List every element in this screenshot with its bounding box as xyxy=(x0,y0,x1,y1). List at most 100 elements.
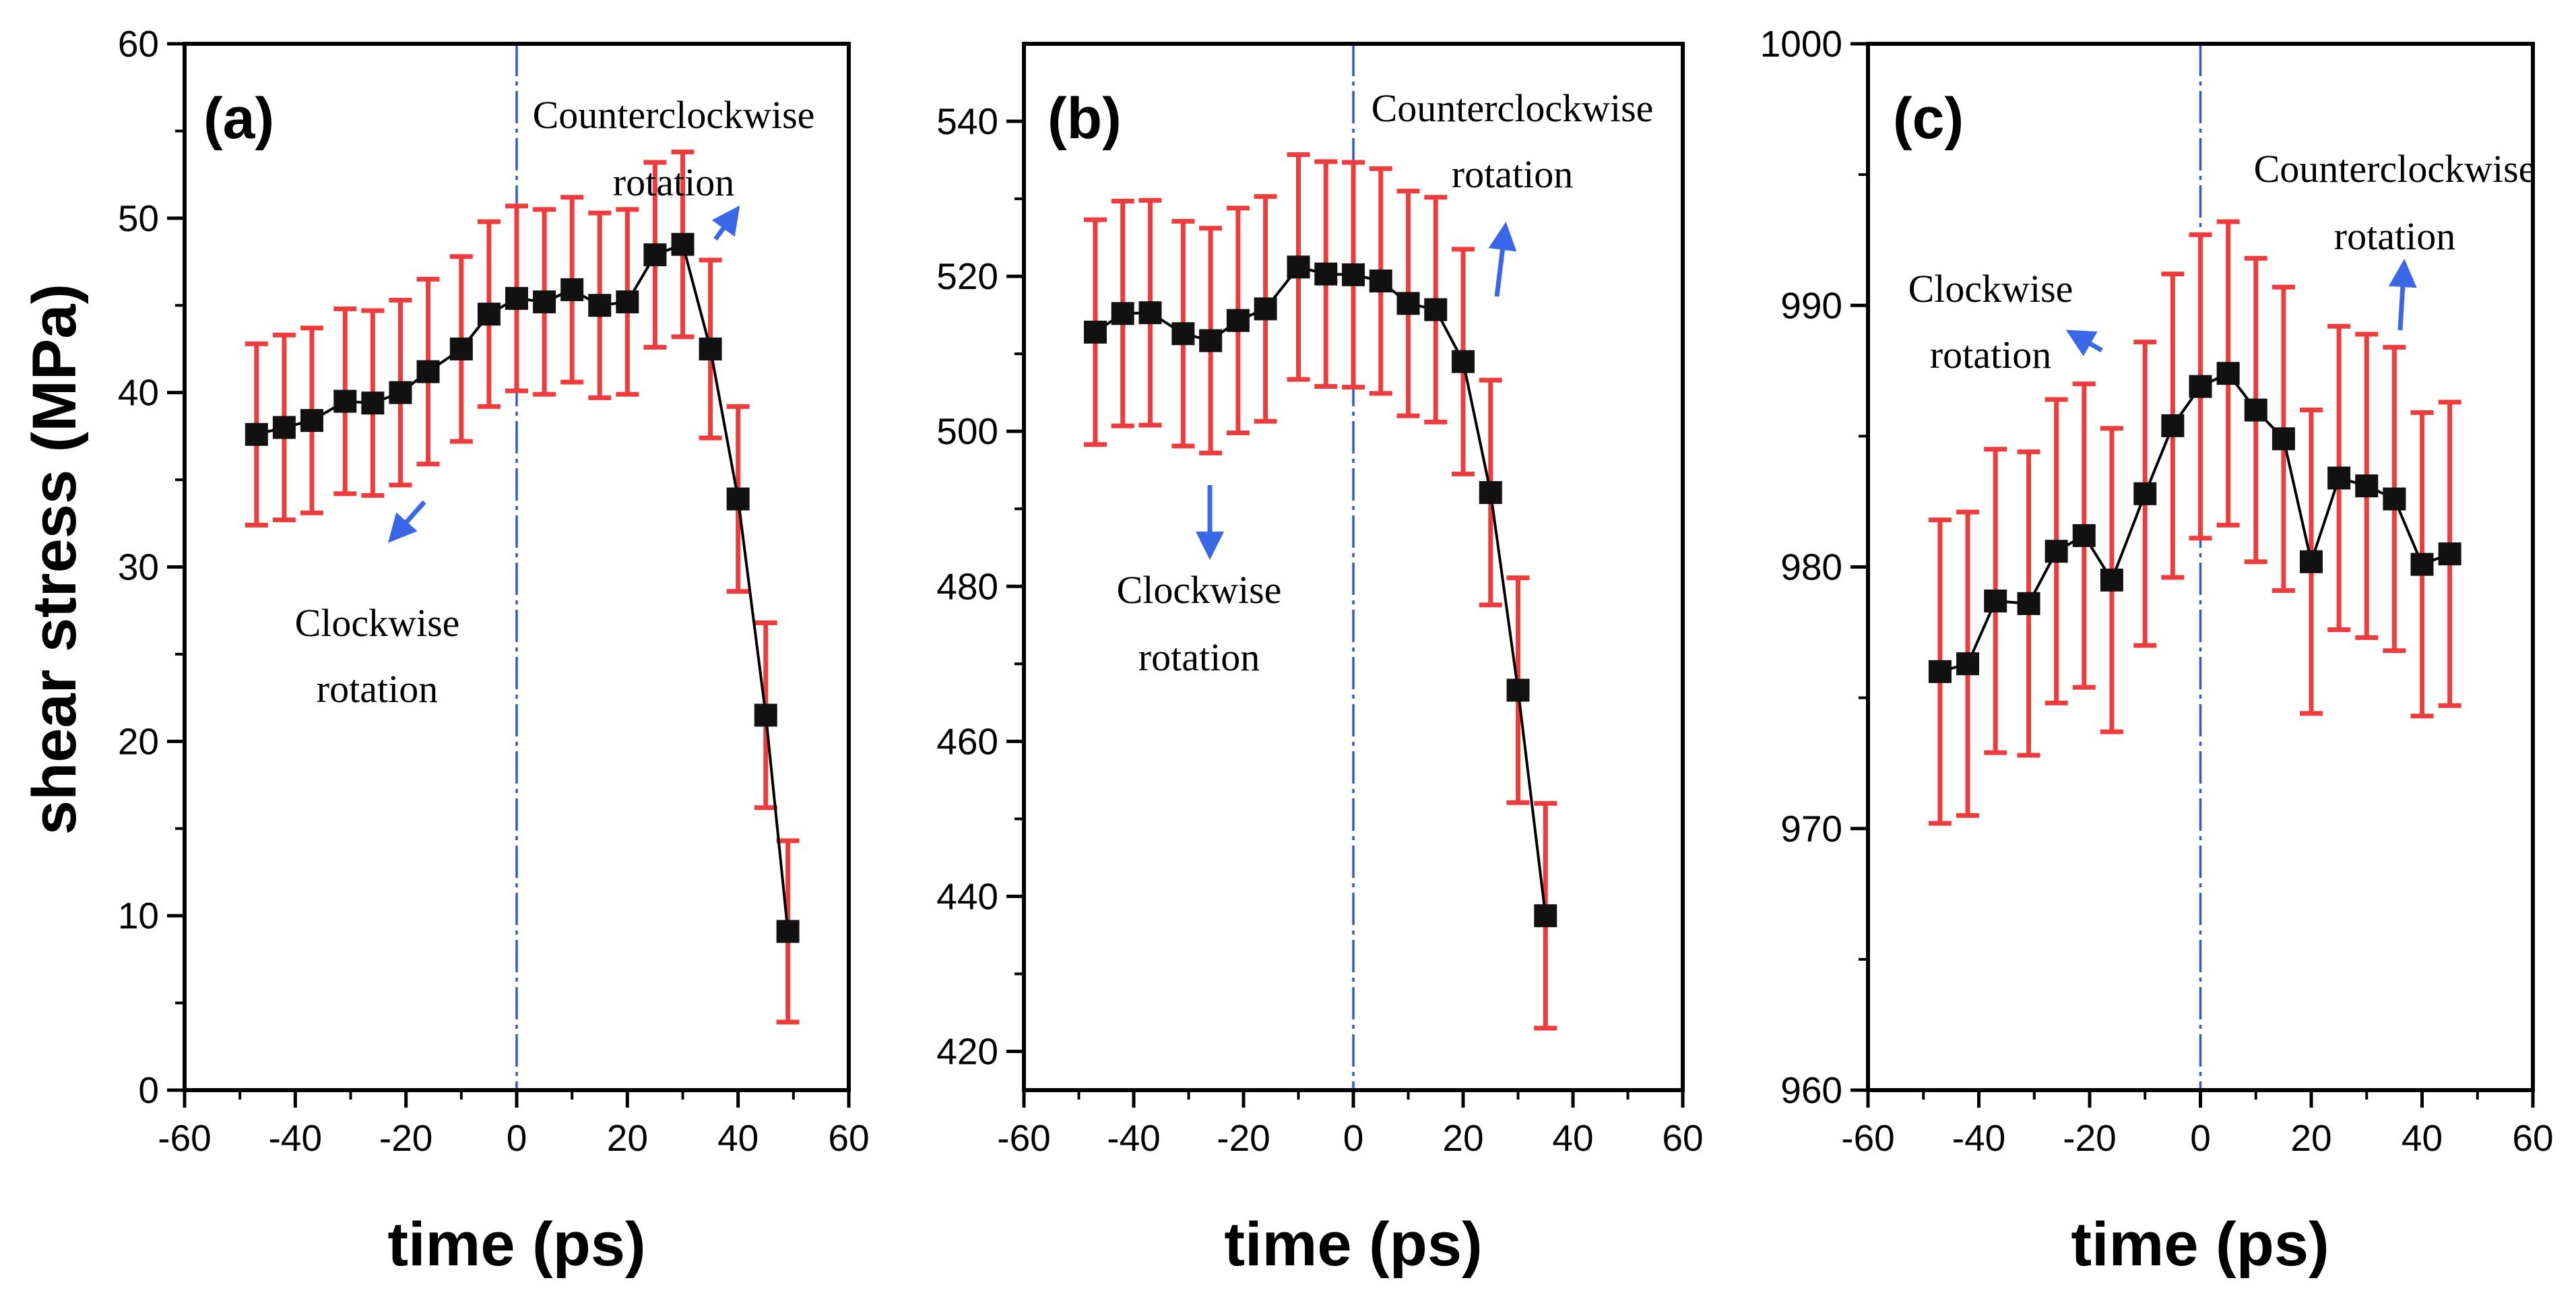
annotation-counterclockwise-line1-c: Counterclockwise xyxy=(2254,147,2536,191)
y-tick-label: 500 xyxy=(936,410,998,452)
data-point xyxy=(2272,427,2295,451)
clockwise-arrow-icon xyxy=(2065,329,2103,356)
annotation-counterclockwise-line2-a: rotation xyxy=(613,160,734,204)
y-tick-label: 520 xyxy=(936,255,998,297)
data-point xyxy=(1171,322,1195,346)
annotation-counterclockwise-line1-a: Counterclockwise xyxy=(533,93,815,137)
data-point xyxy=(2383,487,2406,511)
x-tick-label: 20 xyxy=(1442,1117,1483,1159)
data-point xyxy=(776,920,800,943)
panel-label-c: (c) xyxy=(1893,86,1964,151)
data-point xyxy=(1083,320,1107,344)
x-tick-label: 60 xyxy=(828,1117,869,1159)
data-point xyxy=(1199,329,1223,352)
data-point xyxy=(449,337,473,360)
annotation-clockwise-line1-c: Clockwise xyxy=(1908,267,2073,311)
y-tick-label: 0 xyxy=(138,1069,159,1111)
data-point xyxy=(361,391,385,415)
annotation-clockwise-line1-b: Clockwise xyxy=(1117,568,1282,612)
y-tick-label: 980 xyxy=(1780,546,1842,588)
data-point xyxy=(2189,375,2212,398)
data-point xyxy=(2161,414,2185,437)
y-tick-label: 10 xyxy=(118,895,159,937)
data-point xyxy=(616,290,639,314)
y-tick-label: 40 xyxy=(118,372,159,414)
y-tick-label: 60 xyxy=(118,23,159,65)
panel-label-a: (a) xyxy=(203,86,274,151)
y-tick-label: 970 xyxy=(1780,808,1842,850)
x-tick-label: -40 xyxy=(1952,1117,2006,1159)
data-point xyxy=(245,422,268,446)
y-tick-label: 420 xyxy=(936,1030,998,1072)
x-tick-label: -40 xyxy=(1107,1117,1161,1159)
data-point xyxy=(333,389,357,413)
data-point xyxy=(272,416,296,439)
annotation-clockwise-line2-b: rotation xyxy=(1138,635,1260,679)
data-point xyxy=(1342,263,1365,286)
x-tick-label: -60 xyxy=(1841,1117,1895,1159)
data-point xyxy=(505,286,528,310)
panel-b: -60 -40 -20 0 20 40 60 420 440 460 480 500 520 540 (b… xyxy=(936,42,1704,1279)
x-tick-label: 60 xyxy=(1662,1117,1703,1159)
data-point xyxy=(2410,552,2434,576)
data-point xyxy=(1111,302,1134,325)
data-point xyxy=(1479,481,1502,505)
y-tick-label: 990 xyxy=(1780,284,1842,326)
x-tick-label: 0 xyxy=(507,1117,527,1159)
counterclockwise-arrow-icon xyxy=(1488,222,1517,297)
y-tick-label: 1000 xyxy=(1760,23,1842,65)
data-point xyxy=(699,337,722,360)
data-point xyxy=(477,303,501,326)
y-tick-label: 20 xyxy=(118,720,159,762)
annotation-counterclockwise-line1-b: Counterclockwise xyxy=(1372,86,1654,130)
data-point xyxy=(1424,298,1448,321)
y-tick-label: 480 xyxy=(936,565,998,607)
counterclockwise-arrow-icon xyxy=(711,205,740,241)
y-axis-title: shear stress (MPa) xyxy=(20,284,89,835)
data-point xyxy=(2044,540,2068,563)
data-point xyxy=(2072,524,2096,547)
series-line xyxy=(1939,371,2451,673)
data-point xyxy=(726,487,750,511)
data-point xyxy=(1956,652,1980,676)
data-point xyxy=(1226,309,1250,332)
x-tick-label: -60 xyxy=(158,1117,212,1159)
x-tick-label: -20 xyxy=(2063,1117,2117,1159)
x-tick-label: -40 xyxy=(269,1117,323,1159)
data-point xyxy=(300,409,323,433)
data-point xyxy=(2355,474,2379,498)
panel-c: -60 -40 -20 0 20 40 60 960 970 980 990 1000 (c) Cou… xyxy=(1760,23,2554,1279)
data-point xyxy=(2017,592,2040,615)
annotation-counterclockwise-line2-c: rotation xyxy=(2334,214,2455,258)
data-point xyxy=(2133,482,2157,505)
x-tick-label: 40 xyxy=(717,1117,759,1159)
y-tick-label: 460 xyxy=(936,720,998,762)
x-tick-label: -60 xyxy=(997,1117,1051,1159)
data-point xyxy=(1534,904,1557,928)
x-tick-label: 0 xyxy=(2190,1117,2211,1159)
y-tick-label: 540 xyxy=(936,100,998,142)
data-point xyxy=(1452,350,1475,373)
data-point xyxy=(1287,255,1310,279)
data-point xyxy=(2300,550,2323,573)
data-point xyxy=(2216,362,2240,385)
data-point xyxy=(1396,292,1420,315)
data-point xyxy=(560,278,584,301)
x-tick-label: 20 xyxy=(2290,1117,2331,1159)
x-tick-label: -20 xyxy=(379,1117,433,1159)
x-tick-label: 60 xyxy=(2512,1117,2553,1159)
data-point xyxy=(1984,589,2007,612)
data-point xyxy=(1369,270,1392,293)
data-point xyxy=(1314,262,1338,286)
data-point xyxy=(754,703,777,727)
annotation-clockwise-line1-a: Clockwise xyxy=(295,601,460,645)
data-point xyxy=(1506,678,1530,702)
panel-label-b: (b) xyxy=(1048,86,1122,151)
data-point xyxy=(2244,398,2267,422)
x-axis-title-b: time (ps) xyxy=(1224,1210,1482,1279)
data-point xyxy=(643,243,667,267)
annotation-counterclockwise-line2-b: rotation xyxy=(1452,152,1573,196)
annotation-clockwise-line2-c: rotation xyxy=(1930,333,2051,377)
y-tick-label: 30 xyxy=(118,546,159,588)
